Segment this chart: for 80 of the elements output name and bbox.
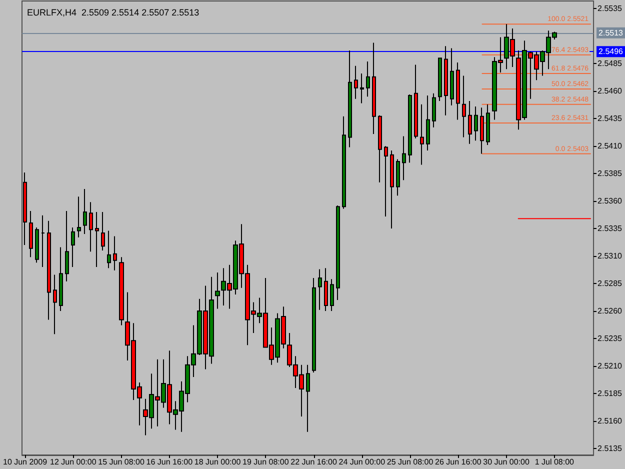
candlestick <box>318 268 322 310</box>
candlestick <box>468 100 472 144</box>
candlestick <box>95 212 99 268</box>
y-tick-label: 2.5535 <box>598 4 623 14</box>
candlestick <box>312 278 316 374</box>
candlestick <box>113 236 117 271</box>
candlestick <box>59 246 63 312</box>
y-tick-label: 2.5360 <box>598 196 623 206</box>
candlestick <box>438 58 442 102</box>
candlestick <box>426 95 430 151</box>
x-tick-label: 22 Jun 16:00 <box>290 458 338 466</box>
candlestick <box>474 106 478 142</box>
candlestick <box>414 64 418 139</box>
y-tick-label: 2.5460 <box>598 86 623 96</box>
x-tick-label: 10 Jun 2009 <box>2 458 48 466</box>
y-tick-label: 2.5160 <box>598 416 623 426</box>
candlestick <box>456 62 460 120</box>
candlestick <box>306 364 310 432</box>
candlestick <box>396 158 400 196</box>
candlestick <box>23 172 27 246</box>
candlestick <box>89 202 93 252</box>
x-tick-label: 26 Jun 16:00 <box>435 458 482 466</box>
y-tick-label: 2.5485 <box>598 59 623 68</box>
candlestick <box>402 136 406 181</box>
y-tick-label: 2.5285 <box>598 279 623 288</box>
y-tick-label: 2.5310 <box>598 252 623 261</box>
y-tick-label: 2.5210 <box>598 361 623 370</box>
ref-line-label: 2.5513 <box>598 28 624 38</box>
candlestick <box>71 226 75 268</box>
candlestick <box>101 212 105 252</box>
y-tick-label: 2.5435 <box>598 114 623 124</box>
y-tick-label: 2.5410 <box>598 142 623 151</box>
x-tick-label: 12 Jun 00:00 <box>50 458 97 466</box>
x-tick-label: 30 Jun 00:00 <box>483 458 530 466</box>
y-tick-label: 2.5385 <box>598 169 623 178</box>
ref-line-label: 2.5496 <box>598 47 624 56</box>
candlestick <box>354 65 358 100</box>
candlestick <box>215 272 220 310</box>
candlestick <box>47 220 51 320</box>
candlestick <box>336 204 340 300</box>
candlestick <box>65 210 69 282</box>
candlestick <box>53 274 57 335</box>
candlestick <box>107 230 111 269</box>
candlestick <box>83 188 87 235</box>
x-tick-label: 19 Jun 08:00 <box>242 458 290 466</box>
text: EURLFX,H4 2.5509 2.5514 2.5507 2.5513 <box>27 8 200 18</box>
candlestick <box>384 146 388 217</box>
candlestick <box>29 210 33 258</box>
y-tick-label: 2.5135 <box>598 444 623 453</box>
candlestick <box>462 75 466 138</box>
x-tick-label: 15 Jun 08:00 <box>98 458 145 466</box>
x-tick-label: 25 Jun 08:00 <box>386 458 434 466</box>
candlestick <box>420 104 424 166</box>
x-tick-label: 18 Jun 00:00 <box>194 458 242 466</box>
x-tick-label: 24 Jun 00:00 <box>338 458 386 466</box>
candlestick <box>480 107 484 154</box>
candlestick <box>348 50 352 148</box>
candlestick <box>35 226 39 264</box>
candlestick <box>486 104 490 146</box>
candlestick <box>41 214 45 268</box>
y-tick-label: 2.5235 <box>598 334 623 343</box>
y-tick-label: 2.5260 <box>598 306 623 316</box>
candlestick <box>119 256 124 326</box>
candlestick <box>324 268 328 312</box>
candlestick <box>342 116 346 210</box>
candlestick <box>360 73 364 104</box>
y-tick-label: 2.5335 <box>598 224 623 234</box>
candlestick <box>450 48 454 106</box>
candlestick <box>444 46 448 116</box>
x-tick-label: 1 Jul 08:00 <box>534 458 575 466</box>
candlestick <box>408 94 412 164</box>
candlestick <box>432 92 436 128</box>
candlestick <box>390 150 394 230</box>
candlestick <box>330 278 334 312</box>
candlestick <box>366 60 370 98</box>
candlestick <box>372 42 376 135</box>
y-tick-label: 2.5185 <box>598 388 623 398</box>
x-tick-label: 16 Jun 16:00 <box>146 458 194 466</box>
candlestick <box>77 196 81 238</box>
candlestick <box>378 114 382 183</box>
